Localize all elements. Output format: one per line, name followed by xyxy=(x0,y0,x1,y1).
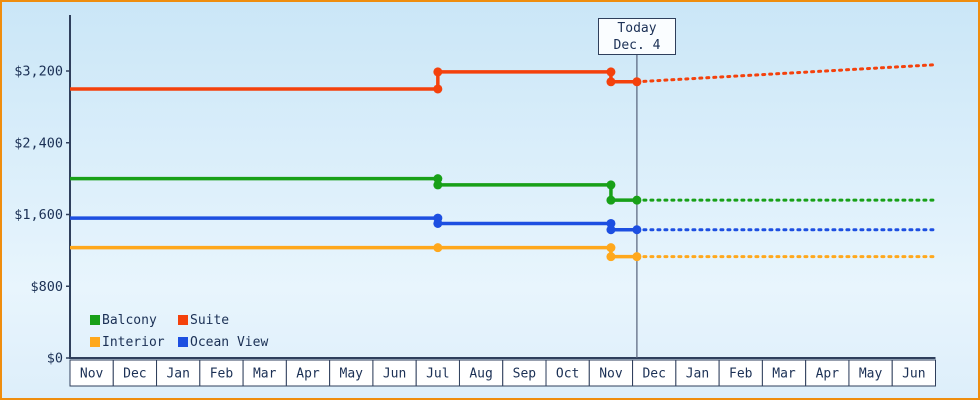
month-cell xyxy=(848,359,893,387)
month-cell xyxy=(805,359,850,387)
legend-swatch-icon xyxy=(178,337,188,347)
month-cell xyxy=(545,359,590,387)
month-label: Feb xyxy=(729,367,753,382)
today-annotation-box: Today Dec. 4 xyxy=(598,18,676,55)
series-marker-suite xyxy=(606,67,616,77)
month-cell xyxy=(415,359,460,387)
month-label: Apr xyxy=(296,367,320,382)
month-cell xyxy=(112,359,158,387)
legend-label: Balcony xyxy=(102,312,157,328)
series-marker-ocean-view xyxy=(606,218,616,228)
series-marker-suite xyxy=(433,84,443,94)
month-label: Mar xyxy=(772,367,796,382)
month-label: Oct xyxy=(556,367,579,382)
series-line-interior xyxy=(70,245,637,259)
month-label: Dec xyxy=(642,367,665,382)
series-marker-interior xyxy=(433,243,443,253)
month-label: Jun xyxy=(902,367,925,382)
legend-label: Interior xyxy=(102,334,165,350)
month-label: Sep xyxy=(513,367,537,382)
series-marker-interior xyxy=(606,252,616,262)
series-projection-suite xyxy=(635,63,937,84)
series-marker-interior xyxy=(606,243,616,253)
month-label: Jan xyxy=(166,367,189,382)
series-line-balcony xyxy=(70,176,637,202)
month-label: Apr xyxy=(816,367,840,382)
legend-item-suite: Suite xyxy=(178,311,268,329)
y-tick-label: $3,200 xyxy=(14,64,63,80)
month-cell xyxy=(761,359,807,387)
legend-swatch-icon xyxy=(178,315,188,325)
series-marker-balcony xyxy=(433,180,443,190)
month-cell xyxy=(632,359,677,387)
month-label: Nov xyxy=(80,367,104,382)
month-label: Aug xyxy=(469,367,492,382)
legend-item-interior: Interior xyxy=(90,333,178,351)
today-annotation-date: Dec. 4 xyxy=(613,38,661,53)
month-label: Dec xyxy=(123,367,146,382)
today-annotation-title: Today xyxy=(617,21,657,36)
legend-label: Ocean View xyxy=(190,334,269,350)
y-tick-label: $1,600 xyxy=(14,207,63,223)
legend-label: Suite xyxy=(190,312,230,328)
legend-item-balcony: Balcony xyxy=(90,311,178,329)
month-cell xyxy=(458,359,504,387)
series-line-suite xyxy=(70,70,637,91)
chart-legend: Balcony Suite Interior Ocean View xyxy=(90,311,268,351)
y-tick-label: $0 xyxy=(47,351,63,367)
month-cell xyxy=(156,359,201,387)
month-label: Mar xyxy=(253,367,277,382)
series-marker-interior xyxy=(632,252,642,262)
month-label: Feb xyxy=(210,367,234,382)
series-marker-ocean-view xyxy=(632,225,642,235)
series-marker-balcony xyxy=(433,174,443,184)
series-marker-ocean-view xyxy=(433,218,443,228)
series-marker-suite xyxy=(606,77,616,87)
month-label: Jun xyxy=(383,367,406,382)
y-tick-label: $800 xyxy=(30,279,63,295)
legend-item-ocean-view: Ocean View xyxy=(178,333,268,351)
month-label: Jan xyxy=(686,367,709,382)
y-tick-label: $2,400 xyxy=(14,135,63,151)
month-label: May xyxy=(340,367,364,382)
series-marker-ocean-view xyxy=(606,225,616,235)
month-cell xyxy=(69,359,114,387)
series-marker-suite xyxy=(433,67,443,77)
series-marker-suite xyxy=(632,77,642,87)
legend-swatch-icon xyxy=(90,315,100,325)
series-marker-balcony xyxy=(606,195,616,205)
month-label: May xyxy=(859,367,883,382)
series-marker-balcony xyxy=(606,180,616,190)
legend-swatch-icon xyxy=(90,337,100,347)
series-marker-balcony xyxy=(632,195,642,205)
month-cell xyxy=(891,359,936,387)
series-line-ocean-view xyxy=(70,216,637,232)
month-label: Jul xyxy=(426,367,449,382)
month-label: Nov xyxy=(599,367,623,382)
